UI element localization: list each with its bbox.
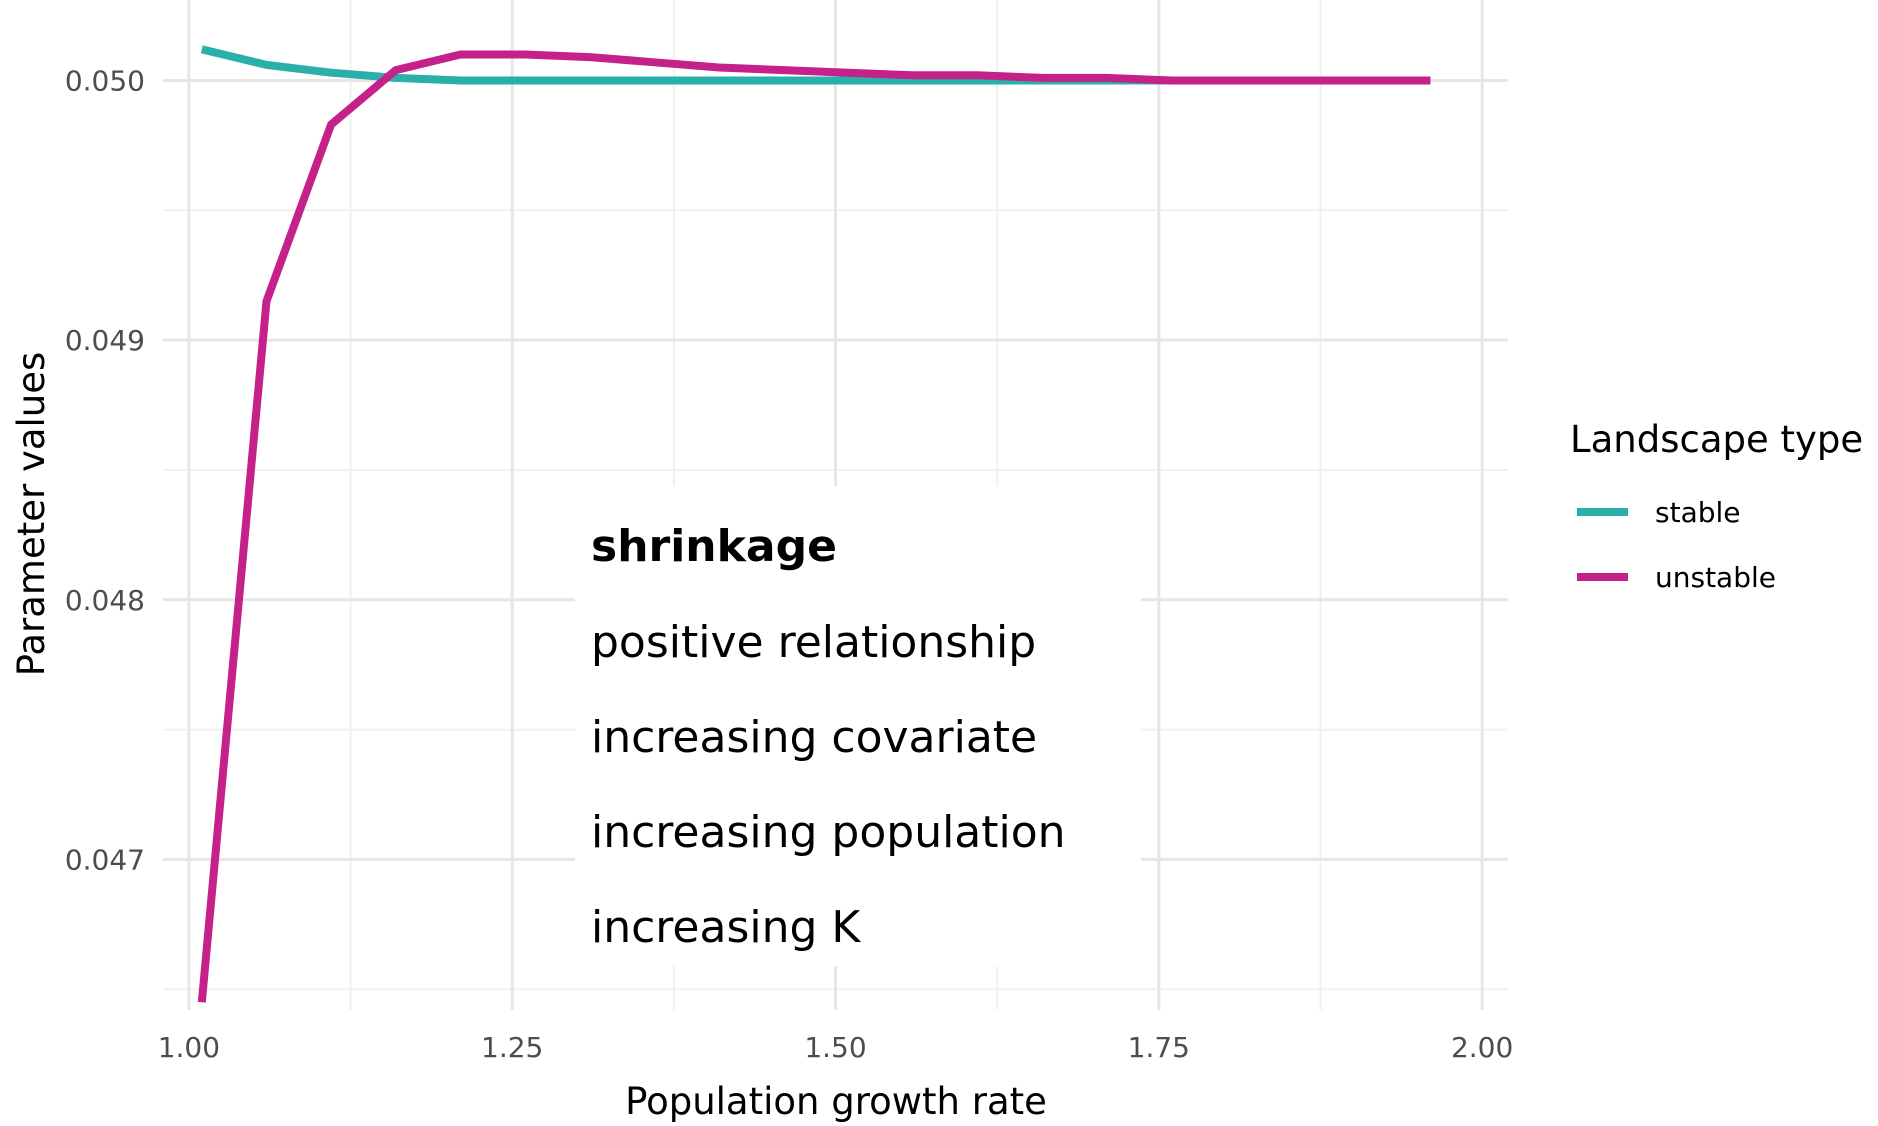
annotation-box bbox=[575, 486, 1141, 966]
legend: Landscape type stable unstable bbox=[1570, 418, 1863, 594]
x-tick-label: 1.75 bbox=[1128, 1031, 1190, 1064]
annotation-line: increasing covariate bbox=[591, 712, 1037, 763]
y-tick-label: 0.047 bbox=[65, 843, 145, 876]
y-tick-label: 0.048 bbox=[65, 584, 145, 617]
x-tick-labels: 1.00 1.25 1.50 1.75 2.00 bbox=[158, 1031, 1514, 1064]
legend-label-unstable: unstable bbox=[1655, 561, 1776, 594]
series-lines bbox=[197, 45, 1431, 1003]
legend-title: Landscape type bbox=[1570, 418, 1863, 461]
annotation-line: positive relationship bbox=[591, 617, 1036, 668]
y-axis-title: Parameter values bbox=[10, 352, 53, 677]
y-tick-label: 0.049 bbox=[65, 324, 145, 357]
annotation-line: increasing population bbox=[591, 807, 1066, 858]
y-tick-labels: 0.047 0.048 0.049 0.050 bbox=[65, 64, 145, 876]
x-tick-label: 1.25 bbox=[481, 1031, 543, 1064]
x-axis-title: Population growth rate bbox=[625, 1080, 1047, 1123]
series-line-unstable bbox=[197, 50, 1431, 1003]
x-tick-label: 2.00 bbox=[1451, 1031, 1513, 1064]
legend-label-stable: stable bbox=[1655, 496, 1741, 529]
annotation-highlight: shrinkage bbox=[591, 521, 837, 572]
x-tick-label: 1.00 bbox=[158, 1031, 220, 1064]
annotation-line: increasing K bbox=[591, 902, 861, 953]
y-tick-label: 0.050 bbox=[65, 64, 145, 97]
x-tick-label: 1.50 bbox=[804, 1031, 866, 1064]
